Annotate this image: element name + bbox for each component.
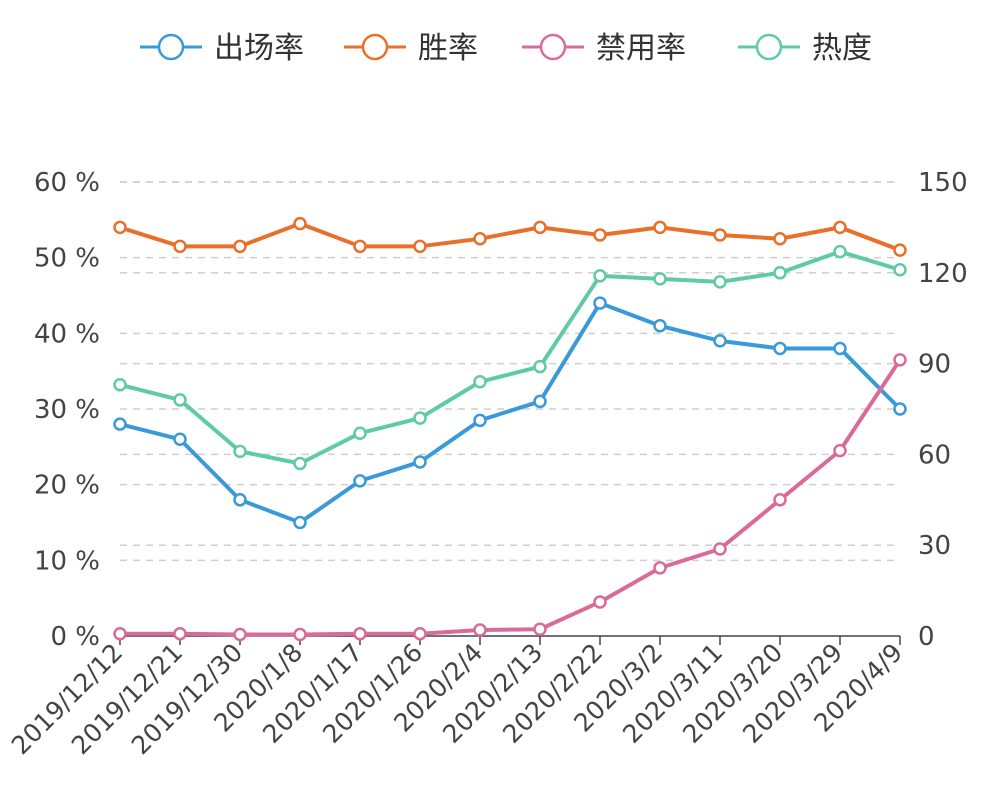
- data-point: [413, 239, 427, 254]
- data-point: [713, 542, 727, 556]
- data-point: [593, 228, 607, 242]
- data-point: [293, 627, 307, 642]
- data-point: [533, 359, 547, 374]
- data-point: [593, 296, 607, 310]
- series-line: [119, 221, 901, 252]
- data-point: [713, 334, 727, 348]
- right-tick-label: 120: [918, 259, 968, 289]
- data-point: [893, 402, 907, 416]
- data-point: [533, 622, 547, 636]
- data-point: [173, 432, 187, 447]
- data-point: [533, 220, 547, 235]
- data-point: [893, 263, 907, 277]
- right-tick-label: 30: [918, 531, 951, 561]
- legend-swatch-marker: [157, 33, 185, 61]
- legend-swatch-marker: [755, 33, 783, 61]
- data-point: [773, 266, 787, 280]
- left-tick-label: 60 %: [34, 168, 100, 198]
- data-point: [413, 411, 427, 425]
- series-line: [119, 301, 902, 525]
- data-point: [233, 239, 247, 254]
- data-point: [353, 474, 367, 488]
- legend-label: 禁用率: [596, 31, 686, 66]
- legend-label: 出场率: [214, 31, 304, 66]
- data-point: [233, 493, 247, 507]
- left-tick-label: 0 %: [50, 622, 100, 652]
- data-point: [233, 627, 247, 642]
- data-point: [773, 341, 787, 356]
- legend-label: 胜率: [418, 31, 478, 66]
- data-point: [473, 413, 487, 428]
- data-point: [593, 269, 607, 283]
- data-point: [113, 626, 127, 641]
- data-point: [833, 220, 847, 235]
- data-point: [893, 243, 907, 257]
- left-tick-label: 40 %: [34, 319, 100, 349]
- data-point: [653, 220, 667, 235]
- right-tick-label: 60: [918, 440, 951, 470]
- data-point: [353, 239, 367, 254]
- data-point: [353, 426, 367, 440]
- series-line: [120, 358, 902, 637]
- data-point: [653, 272, 667, 286]
- right-tick-label: 0: [918, 622, 935, 652]
- data-point: [593, 595, 607, 609]
- data-point: [533, 394, 547, 409]
- data-point: [113, 417, 127, 431]
- data-point: [293, 456, 307, 471]
- data-point: [773, 493, 787, 507]
- data-point: [653, 561, 667, 575]
- left-tick-label: 50 %: [34, 244, 100, 274]
- data-point: [293, 216, 307, 231]
- data-point: [113, 378, 127, 392]
- left-tick-label: 30 %: [34, 395, 100, 425]
- legend-swatch-marker: [361, 33, 389, 61]
- data-point: [233, 444, 247, 459]
- data-point: [413, 626, 427, 641]
- right-tick-label: 90: [918, 350, 951, 380]
- legend: 出场率 胜率 禁用率 热度: [0, 0, 1000, 110]
- data-point: [653, 319, 667, 333]
- data-point: [113, 220, 127, 235]
- data-point: [293, 515, 307, 530]
- data-point: [713, 228, 727, 242]
- data-point: [713, 275, 727, 289]
- data-point: [833, 443, 847, 458]
- data-point: [473, 623, 487, 637]
- legend-label: 热度: [812, 31, 872, 66]
- data-point: [833, 341, 847, 356]
- data-point: [773, 232, 787, 246]
- legend-swatch-marker: [539, 33, 567, 61]
- data-point: [893, 353, 907, 367]
- left-tick-label: 10 %: [34, 546, 100, 576]
- data-point: [173, 393, 187, 407]
- right-tick-label: 150: [918, 168, 968, 198]
- data-point: [413, 455, 427, 469]
- data-point: [473, 232, 487, 246]
- left-tick-label: 20 %: [34, 471, 100, 501]
- data-point: [833, 244, 847, 259]
- series-line: [119, 249, 901, 466]
- data-point: [173, 626, 187, 641]
- legend-svg: 出场率 胜率 禁用率 热度: [140, 31, 872, 66]
- data-point: [353, 626, 367, 641]
- data-point: [173, 239, 187, 254]
- data-point: [473, 375, 487, 389]
